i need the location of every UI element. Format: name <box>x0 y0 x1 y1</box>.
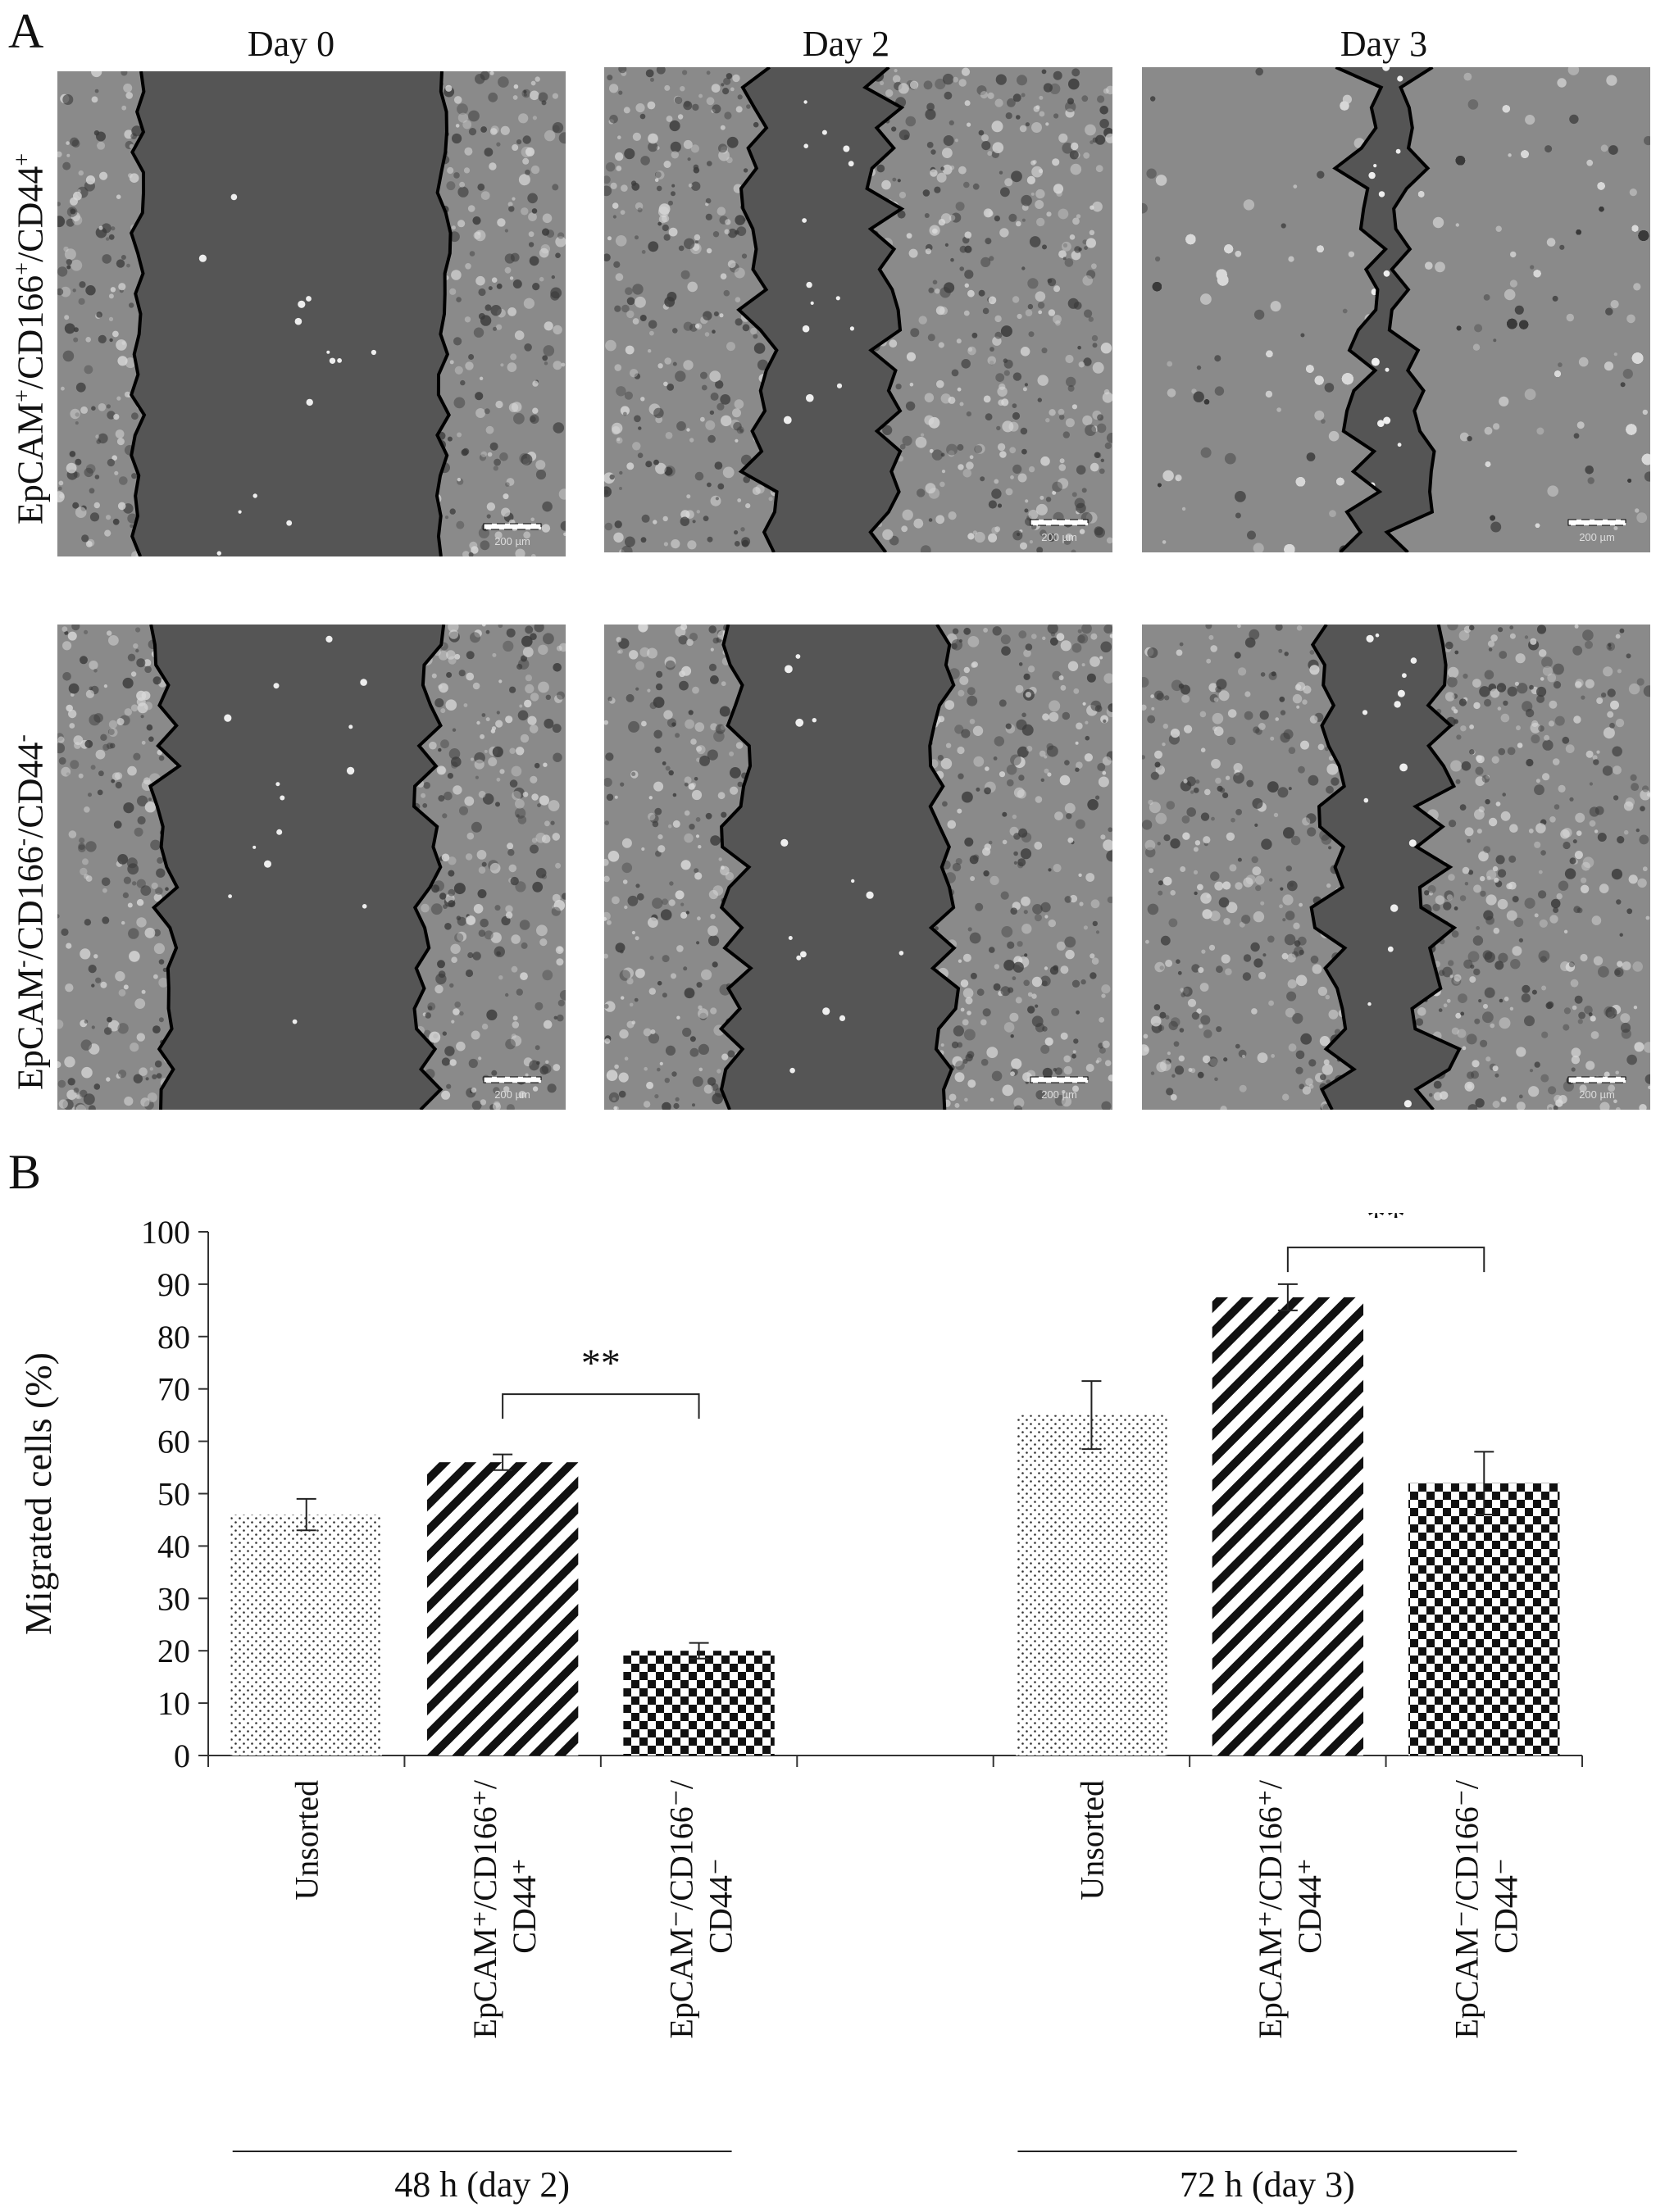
category-label: Unsorted <box>1073 1780 1110 1901</box>
scale-bar <box>483 523 542 530</box>
category-label-line2: CD44⁻ <box>703 1858 739 1954</box>
y-tick-label: 100 <box>141 1214 190 1251</box>
scale-bar <box>1030 1076 1089 1083</box>
bar <box>1212 1297 1364 1756</box>
scale-bar-label: 200 µm <box>1579 531 1615 543</box>
category-label-line1: EpCAM⁻/CD166⁻/ <box>1448 1779 1485 2038</box>
y-tick-label: 20 <box>157 1633 190 1669</box>
significance-bracket <box>502 1393 700 1419</box>
micrograph-positive-day3: 200 µm <box>1142 67 1650 552</box>
panel-a-letter: A <box>8 4 44 58</box>
significance-marker: ** <box>1367 1213 1406 1238</box>
scale-bar <box>483 1076 542 1083</box>
y-tick-label: 30 <box>157 1580 190 1617</box>
micrograph-negative-day0: 200 µm <box>57 625 566 1110</box>
category-label-line1: EpCAM⁺/CD166⁺/ <box>1252 1779 1289 2038</box>
micrograph-positive-day2: 200 µm <box>604 67 1112 552</box>
panel-b-letter: B <box>8 1145 42 1199</box>
row-label-positive: EpCAM+/CD166+/CD44+ <box>10 152 51 525</box>
y-tick-label: 50 <box>157 1476 190 1513</box>
y-tick-label: 70 <box>157 1371 190 1408</box>
bar <box>1016 1415 1167 1756</box>
scale-bar-label: 200 µm <box>1579 1088 1615 1101</box>
category-label: Unsorted <box>289 1780 325 1901</box>
y-tick-label: 60 <box>157 1424 190 1460</box>
group-label: 72 h (day 3) <box>1180 2164 1355 2205</box>
bar <box>426 1462 579 1756</box>
scale-bar-label: 200 µm <box>1041 531 1077 543</box>
micrograph-negative-day3: 200 µm <box>1142 625 1650 1110</box>
scale-bar-label: 200 µm <box>1041 1088 1077 1101</box>
y-axis-title: Migrated cells (%) <box>17 1352 59 1635</box>
significance-marker: ** <box>581 1342 621 1385</box>
y-tick-label: 10 <box>157 1685 190 1722</box>
significance-bracket <box>1286 1247 1485 1273</box>
scale-bar-label: 200 µm <box>494 1088 530 1101</box>
category-label-line2: CD44⁺ <box>506 1858 543 1954</box>
column-label-day0: Day 0 <box>247 24 335 64</box>
group-label: 48 h (day 2) <box>394 2164 570 2205</box>
y-tick-label: 90 <box>157 1266 190 1303</box>
category-label-line2: CD44⁺ <box>1291 1858 1328 1954</box>
category-label-line1: EpCAM⁻/CD166⁻/ <box>663 1779 700 2038</box>
category-label-line2: CD44⁻ <box>1487 1858 1524 1954</box>
migration-bar-chart: 0 10 20 30 40 50 60 70 80 90 100 Migrated cells (%)… <box>0 1213 1665 2212</box>
micrograph-positive-day0: 200 µm <box>57 71 566 556</box>
bar <box>623 1651 775 1756</box>
y-tick-label: 40 <box>157 1528 190 1565</box>
column-label-day2: Day 2 <box>802 24 890 64</box>
micrograph-negative-day2: 200 µm <box>604 625 1112 1110</box>
scale-bar <box>1567 1076 1626 1083</box>
scale-bar-label: 200 µm <box>494 535 530 547</box>
y-tick-label: 0 <box>174 1737 190 1774</box>
bar <box>1408 1483 1560 1756</box>
y-tick-label: 80 <box>157 1319 190 1356</box>
bar <box>230 1515 382 1756</box>
scale-bar <box>1030 519 1089 526</box>
category-label-line1: EpCAM⁺/CD166⁺/ <box>466 1779 503 2038</box>
row-label-negative: EpCAM-/CD166-/CD44- <box>10 734 51 1090</box>
column-label-day3: Day 3 <box>1340 24 1428 64</box>
scale-bar <box>1567 519 1626 526</box>
